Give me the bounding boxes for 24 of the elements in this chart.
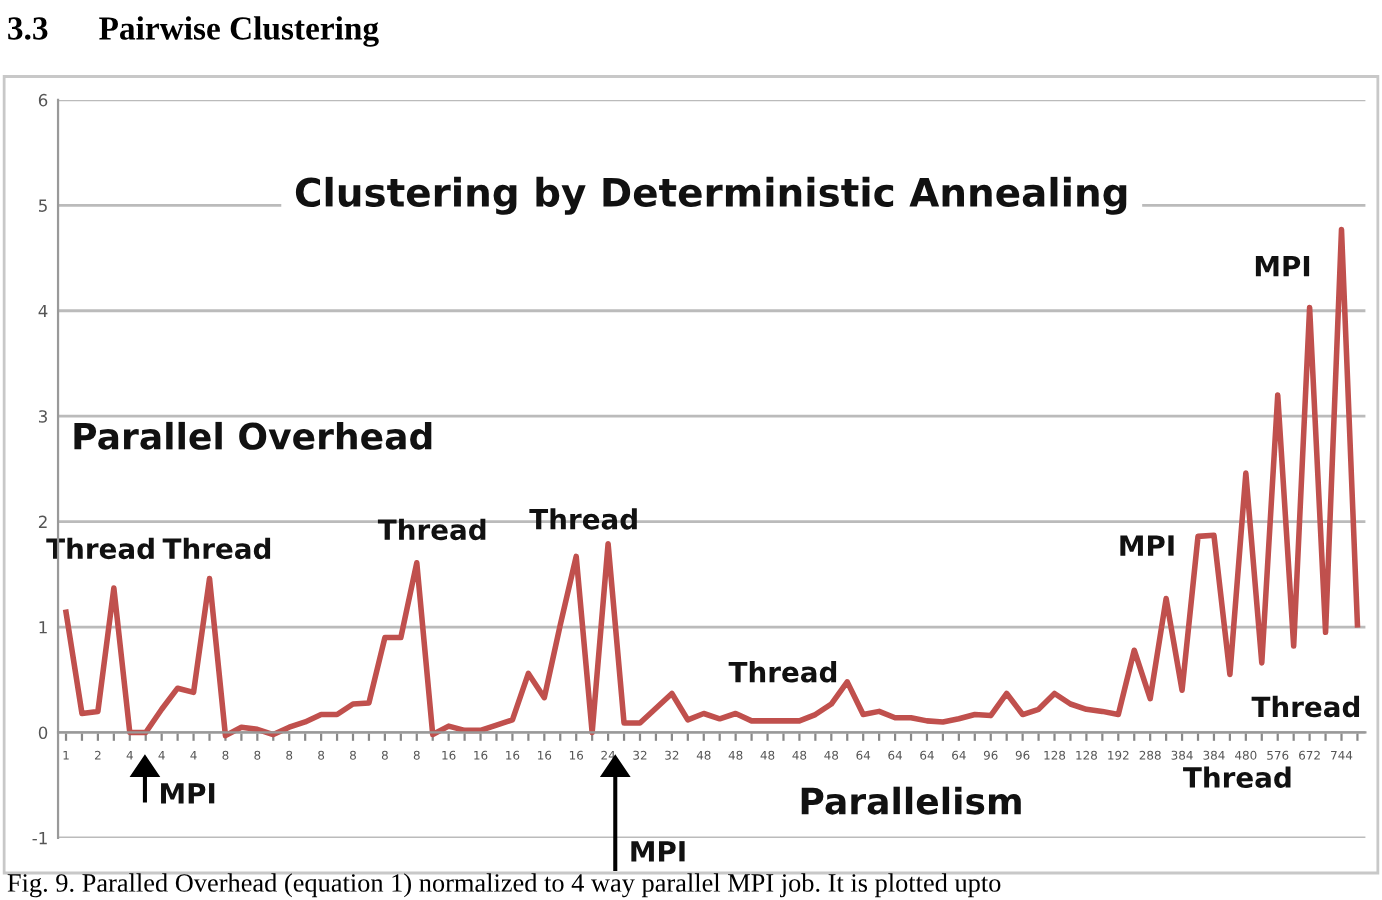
- y-tick-label: 0: [38, 726, 48, 740]
- y-tick-label: 5: [39, 199, 47, 212]
- text: 3.3 Pairwise Clustering: [8, 16, 379, 47]
- annotation: MPI: [1120, 535, 1174, 556]
- y-tick-label: 4: [38, 304, 48, 318]
- annotation: Thread: [1251, 695, 1360, 718]
- annotation: Thread: [529, 508, 637, 530]
- text: MPI: [631, 841, 685, 862]
- annotation: Thread: [162, 537, 271, 560]
- annotation: Thread: [377, 518, 486, 541]
- annotation: MPI: [1255, 256, 1310, 277]
- y-tick-label: -1: [32, 832, 47, 845]
- caption: Fig. 9. Paralled Overhead (equation 1) normalized to 4 way parallel MPI job. It is plotted upto: [7, 873, 1001, 898]
- y-tick-label: 3: [38, 410, 47, 423]
- text: Clustering by Deterministic Annealing: [295, 176, 1127, 215]
- y-tick-label: 2: [38, 515, 47, 528]
- y-tick-label: 1: [39, 621, 47, 634]
- annotation: MPI: [161, 783, 215, 804]
- y-axis-title: Parallel Overhead: [74, 421, 432, 450]
- annotation: Thread: [728, 661, 837, 683]
- x-axis-title: Parallelism: [801, 786, 1021, 815]
- annotation: Thread: [46, 537, 154, 560]
- y-tick-label: 6: [38, 93, 48, 107]
- annotation: Thread: [1183, 766, 1291, 788]
